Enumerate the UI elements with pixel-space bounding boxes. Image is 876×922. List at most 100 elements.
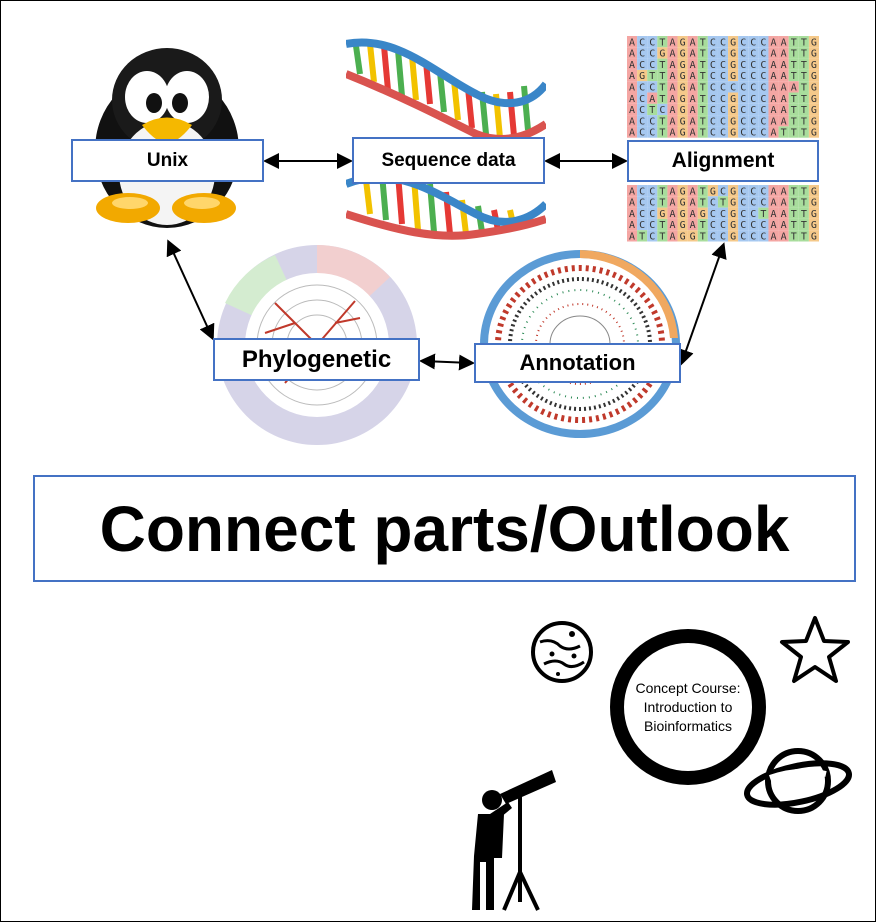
- alignment-base: T: [791, 209, 797, 220]
- alignment-base: C: [720, 37, 726, 48]
- alignment-cell: [738, 230, 749, 242]
- alignment-base: A: [771, 94, 777, 105]
- alignment-base: G: [811, 116, 817, 127]
- alignment-base: T: [649, 105, 655, 116]
- alignment-cell: [788, 196, 799, 208]
- alignment-base: C: [639, 209, 645, 220]
- alignment-base: T: [700, 128, 706, 139]
- alignment-cell: [788, 126, 799, 138]
- alignment-base: T: [781, 128, 787, 139]
- alignment-base: A: [669, 105, 675, 116]
- alignment-base: G: [811, 83, 817, 94]
- alignment-base: A: [781, 186, 787, 197]
- alignment-base: C: [639, 116, 645, 127]
- alignment-base: C: [760, 83, 766, 94]
- alignment-cell: [647, 103, 658, 116]
- alignment-base: G: [730, 220, 736, 231]
- alignment-base: C: [740, 60, 746, 71]
- alignment-cell: [717, 69, 729, 82]
- alignment-cell: [788, 230, 799, 242]
- alignment-cell: [748, 58, 759, 70]
- alignment-base: C: [750, 37, 756, 48]
- alignment-base: C: [760, 94, 766, 105]
- alignment-cell: [748, 185, 759, 197]
- alignment-base: A: [771, 71, 777, 82]
- alignment-cell: [687, 103, 698, 116]
- alignment-base: C: [649, 60, 655, 71]
- alignment-base: A: [669, 116, 675, 127]
- alignment-base: C: [639, 105, 645, 116]
- alignment-cell: [637, 36, 648, 48]
- alignment-cell: [758, 58, 769, 70]
- alignment-cell: [687, 185, 698, 197]
- alignment-base: T: [659, 71, 665, 82]
- alignment-cell: [738, 115, 749, 127]
- alignment-base: A: [629, 128, 635, 139]
- alignment-base: A: [781, 60, 787, 71]
- alignment-cell: [707, 207, 718, 219]
- alignment-base: A: [781, 232, 787, 243]
- alignment-base: T: [791, 49, 797, 60]
- dna-helix-icon: [346, 38, 546, 240]
- alignment-base: C: [710, 232, 716, 243]
- alignment-cell: [788, 69, 799, 82]
- alignment-cell: [738, 36, 749, 48]
- alignment-base: A: [781, 71, 787, 82]
- alignment-cell: [778, 58, 789, 70]
- alignment-cell: [758, 207, 769, 219]
- alignment-cell: [657, 58, 668, 70]
- alignment-base: A: [669, 49, 675, 60]
- alignment-base: C: [760, 220, 766, 231]
- alignment-cell: [637, 185, 648, 197]
- phylogenetic-box: Phylogenetic: [213, 338, 420, 381]
- alignment-base: A: [781, 116, 787, 127]
- alignment-base: C: [760, 37, 766, 48]
- alignment-base: T: [801, 209, 807, 220]
- alignment-cell: [667, 81, 678, 93]
- alignment-base: G: [730, 232, 736, 243]
- alignment-base: C: [639, 220, 645, 231]
- alignment-cell: [687, 58, 698, 70]
- alignment-base: C: [760, 60, 766, 71]
- alignment-cell: [717, 185, 729, 197]
- alignment-base: C: [750, 83, 756, 94]
- alignment-cell: [808, 115, 819, 127]
- alignment-base: C: [740, 83, 746, 94]
- alignment-cell: [788, 58, 799, 70]
- alignment-base: G: [680, 220, 686, 231]
- alignment-cell: [657, 47, 668, 59]
- alignment-cell: [788, 207, 799, 219]
- alignment-cell: [788, 92, 799, 104]
- alignment-base: G: [811, 198, 817, 209]
- alignment-cell: [707, 185, 718, 197]
- alignment-cell: [798, 126, 809, 138]
- alignment-cell: [768, 230, 779, 242]
- alignment-cell: [657, 92, 668, 104]
- alignment-cell: [798, 207, 809, 219]
- alignment-base: G: [680, 83, 686, 94]
- alignment-cell: [728, 207, 739, 219]
- annotation-box: Annotation: [474, 343, 681, 383]
- alignment-base: A: [629, 94, 635, 105]
- alignment-cell: [677, 230, 688, 242]
- alignment-cell: [788, 115, 799, 127]
- alignment-base: C: [639, 83, 645, 94]
- alignment-cell: [808, 103, 819, 116]
- alignment-cell: [738, 196, 749, 208]
- alignment-cell: [778, 207, 789, 219]
- alignment-cell: [748, 230, 759, 242]
- alignment-cell: [798, 196, 809, 208]
- alignment-cell: [677, 36, 688, 48]
- alignment-cell: [758, 230, 769, 242]
- alignment-base: T: [659, 128, 665, 139]
- alignment-cell: [738, 47, 749, 59]
- alignment-base: T: [659, 83, 665, 94]
- alignment-base: G: [659, 209, 665, 220]
- alignment-cell: [717, 230, 729, 242]
- star-icon: [780, 616, 850, 683]
- alignment-base: T: [801, 49, 807, 60]
- alignment-base: T: [700, 49, 706, 60]
- alignment-base: T: [801, 186, 807, 197]
- alignment-cell: [808, 207, 819, 219]
- alignment-cell: [667, 58, 678, 70]
